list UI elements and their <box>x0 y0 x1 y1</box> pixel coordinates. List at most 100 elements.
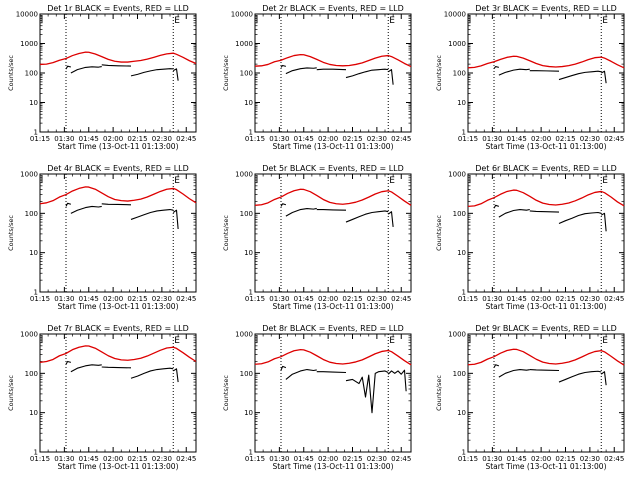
event-marker-label: E <box>602 176 608 186</box>
lld-series-segment <box>467 55 625 69</box>
events-series-segment <box>65 65 72 70</box>
y-axis-label: Counts/sec <box>435 55 443 91</box>
x-tick-label: 02:30 <box>367 295 387 303</box>
x-tick-label: 01:15 <box>245 455 265 463</box>
events-series-segment <box>130 208 174 220</box>
plot-frame <box>254 13 412 133</box>
x-tick-label: 01:30 <box>482 455 502 463</box>
events-series-segment <box>345 68 389 79</box>
x-tick-label: 02:00 <box>103 455 123 463</box>
events-series-segment <box>101 366 132 369</box>
events-series-segment <box>65 202 72 207</box>
x-axis-label: Start Time (13-Oct-11 01:13:00) <box>485 462 606 471</box>
panel-det-9: Det 9r BLACK = Events, RED = LLD 1 10 100 10… <box>435 324 625 471</box>
y-tick-label: 100 <box>453 210 466 218</box>
y-axis-label: Counts/sec <box>7 215 15 251</box>
y-tick-label: 1000 <box>235 331 253 339</box>
y-tick-label: 100 <box>25 370 38 378</box>
x-axis-label: Start Time (13-Oct-11 01:13:00) <box>57 462 178 471</box>
events-series-segment <box>558 211 602 225</box>
x-tick-label: 01:15 <box>458 455 478 463</box>
events-series-segment <box>529 70 560 72</box>
events-series-segment <box>130 367 174 379</box>
y-axis-label: Counts/sec <box>435 215 443 251</box>
y-tick-label: 100 <box>240 70 253 78</box>
events-series-segment <box>600 371 607 386</box>
x-tick-label: 02:45 <box>176 135 196 143</box>
panel-title: Det 6r BLACK = Events, RED = LLD <box>475 164 617 173</box>
lld-series-segment <box>254 53 412 68</box>
y-tick-label: 10000 <box>231 11 253 19</box>
x-tick-label: 01:30 <box>269 295 289 303</box>
panel-det-3: Det 3r BLACK = Events, RED = LLD 1 10 100 10… <box>435 4 625 151</box>
y-tick-label: 10000 <box>16 11 38 19</box>
plot-frame <box>467 333 625 453</box>
panel-det-1: Det 1r BLACK = Events, RED = LLD 1 10 100 10… <box>7 4 197 151</box>
x-tick-label: 02:00 <box>103 295 123 303</box>
y-tick-label: 10 <box>457 409 466 417</box>
x-tick-label: 01:45 <box>294 295 314 303</box>
x-tick-label: 02:30 <box>367 135 387 143</box>
events-series-segment <box>387 211 394 228</box>
panel-det-6: Det 6r BLACK = Events, RED = LLD 1 10 100 10… <box>435 164 625 311</box>
x-tick-label: 02:00 <box>103 135 123 143</box>
events-series-segment <box>558 370 602 383</box>
y-tick-label: 1 <box>249 449 253 457</box>
y-tick-label: 1000 <box>235 171 253 179</box>
y-tick-label: 10 <box>29 99 38 107</box>
events-series-segment <box>600 212 607 232</box>
x-tick-label: 02:00 <box>318 455 338 463</box>
event-marker-label: E <box>389 336 395 346</box>
x-tick-label: 02:15 <box>342 135 362 143</box>
x-tick-label: 01:15 <box>458 135 478 143</box>
x-tick-label: 01:45 <box>79 295 99 303</box>
y-tick-label: 10000 <box>444 11 466 19</box>
plot-frame <box>39 333 197 453</box>
event-marker-label: E <box>174 176 180 186</box>
x-tick-label: 02:45 <box>391 295 411 303</box>
event-marker-label: E <box>174 16 180 26</box>
y-axis-label: Counts/sec <box>222 55 230 91</box>
x-axis-label: Start Time (13-Oct-11 01:13:00) <box>485 142 606 151</box>
x-tick-label: 02:00 <box>531 455 551 463</box>
events-series-segment <box>70 364 102 373</box>
plot-frame <box>254 173 412 293</box>
x-axis-label: Start Time (13-Oct-11 01:13:00) <box>57 142 178 151</box>
y-axis-label: Counts/sec <box>222 215 230 251</box>
y-tick-label: 1 <box>462 129 466 137</box>
panel-title: Det 5r BLACK = Events, RED = LLD <box>262 164 404 173</box>
x-tick-label: 02:15 <box>555 295 575 303</box>
x-tick-label: 02:45 <box>176 295 196 303</box>
x-axis-label: Start Time (13-Oct-11 01:13:00) <box>272 142 393 151</box>
events-series-segment <box>498 208 530 218</box>
lld-series-segment <box>254 188 412 206</box>
y-tick-label: 10 <box>244 99 253 107</box>
x-tick-label: 02:30 <box>152 295 172 303</box>
x-tick-label: 01:30 <box>54 455 74 463</box>
y-tick-label: 100 <box>25 70 38 78</box>
x-tick-label: 02:15 <box>555 135 575 143</box>
event-marker-label: E <box>389 176 395 186</box>
x-tick-label: 02:30 <box>580 135 600 143</box>
x-tick-label: 02:45 <box>604 295 624 303</box>
events-series-segment <box>280 365 287 371</box>
x-tick-label: 02:00 <box>531 295 551 303</box>
y-tick-label: 100 <box>240 370 253 378</box>
x-tick-label: 01:45 <box>294 455 314 463</box>
x-tick-label: 01:45 <box>507 455 527 463</box>
x-tick-label: 02:45 <box>391 135 411 143</box>
plot-frame <box>467 13 625 133</box>
y-tick-label: 1000 <box>448 40 466 48</box>
x-tick-label: 01:30 <box>269 135 289 143</box>
events-series-segment <box>280 64 287 68</box>
y-tick-label: 1 <box>462 289 466 297</box>
events-series-segment <box>172 368 179 383</box>
event-marker-label: E <box>174 336 180 346</box>
events-series-segment <box>70 66 102 74</box>
x-tick-label: 01:45 <box>507 135 527 143</box>
events-series-segment <box>285 207 317 217</box>
y-tick-label: 100 <box>240 210 253 218</box>
x-tick-label: 02:45 <box>604 455 624 463</box>
panel-title: Det 4r BLACK = Events, RED = LLD <box>47 164 189 173</box>
